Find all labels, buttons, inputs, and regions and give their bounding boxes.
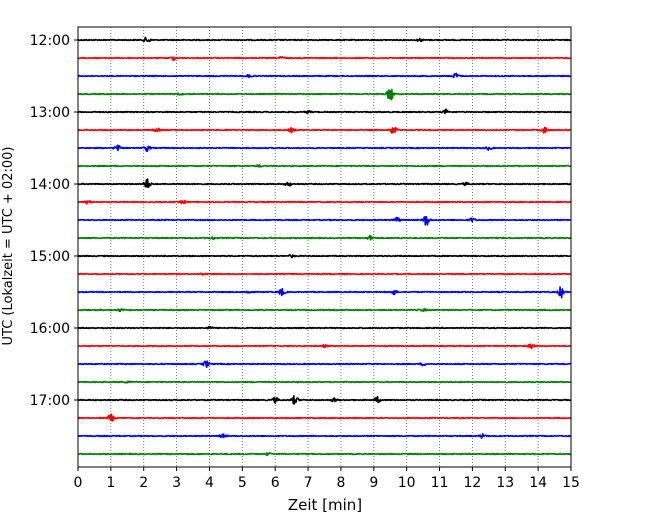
x-tick-label: 13 (496, 475, 514, 491)
x-tick-label: 8 (336, 475, 345, 491)
trace-line (77, 433, 572, 439)
x-axis-title: Zeit [min] (288, 496, 362, 514)
y-axis-title: UTC (Lokalzeit = UTC + 02:00) (1, 147, 16, 346)
x-tick-label: 11 (431, 475, 449, 491)
y-tick-label: 15:00 (30, 249, 70, 265)
trace-line (77, 88, 572, 101)
x-tick-label: 14 (529, 475, 547, 491)
trace-line (77, 199, 572, 205)
trace-line (77, 254, 572, 259)
traces (77, 36, 572, 457)
trace-line (77, 144, 572, 152)
trace-line (77, 413, 572, 422)
trace-line (77, 307, 572, 313)
trace-line (77, 72, 572, 79)
trace-line (77, 343, 572, 350)
trace-line (77, 380, 572, 384)
trace-line (77, 452, 572, 457)
trace-line (77, 395, 572, 405)
trace-line (77, 163, 572, 168)
x-tick-label: 6 (271, 475, 280, 491)
trace-line (77, 325, 572, 330)
x-tick-label: 5 (238, 475, 247, 491)
x-tick-label: 10 (398, 475, 416, 491)
trace-line (77, 286, 572, 299)
x-tick-label: 15 (562, 475, 580, 491)
trace-line (77, 215, 572, 226)
x-tick-label: 4 (205, 475, 214, 491)
trace-line (77, 36, 572, 43)
grid-lines (110, 27, 539, 467)
y-tick-label: 13:00 (30, 105, 70, 121)
plot-frame (77, 26, 572, 468)
trace-line (77, 126, 572, 134)
y-tick-label: 12:00 (30, 33, 70, 49)
x-tick-label: 7 (304, 475, 313, 491)
trace-line (77, 178, 572, 189)
trace-line (77, 360, 572, 369)
x-tick-label: 12 (463, 475, 481, 491)
y-tick-label: 16:00 (30, 321, 70, 337)
trace-line (77, 234, 572, 241)
x-tick-label: 9 (369, 475, 378, 491)
x-tick-label: 0 (74, 475, 83, 491)
trace-line (77, 272, 572, 276)
x-tick-label: 2 (139, 475, 148, 491)
x-tick-label: 1 (106, 475, 115, 491)
y-axis-ticks: 12:00 13:00 14:00 15:00 16:00 17:00 (30, 33, 78, 409)
trace-line (77, 108, 572, 115)
x-axis-ticks: 0 1 2 3 4 5 6 7 8 9 10 11 12 13 14 15 (74, 467, 580, 491)
trace-line (77, 55, 572, 61)
x-tick-label: 3 (172, 475, 181, 491)
y-tick-label: 17:00 (30, 393, 70, 409)
y-tick-label: 14:00 (30, 177, 70, 193)
